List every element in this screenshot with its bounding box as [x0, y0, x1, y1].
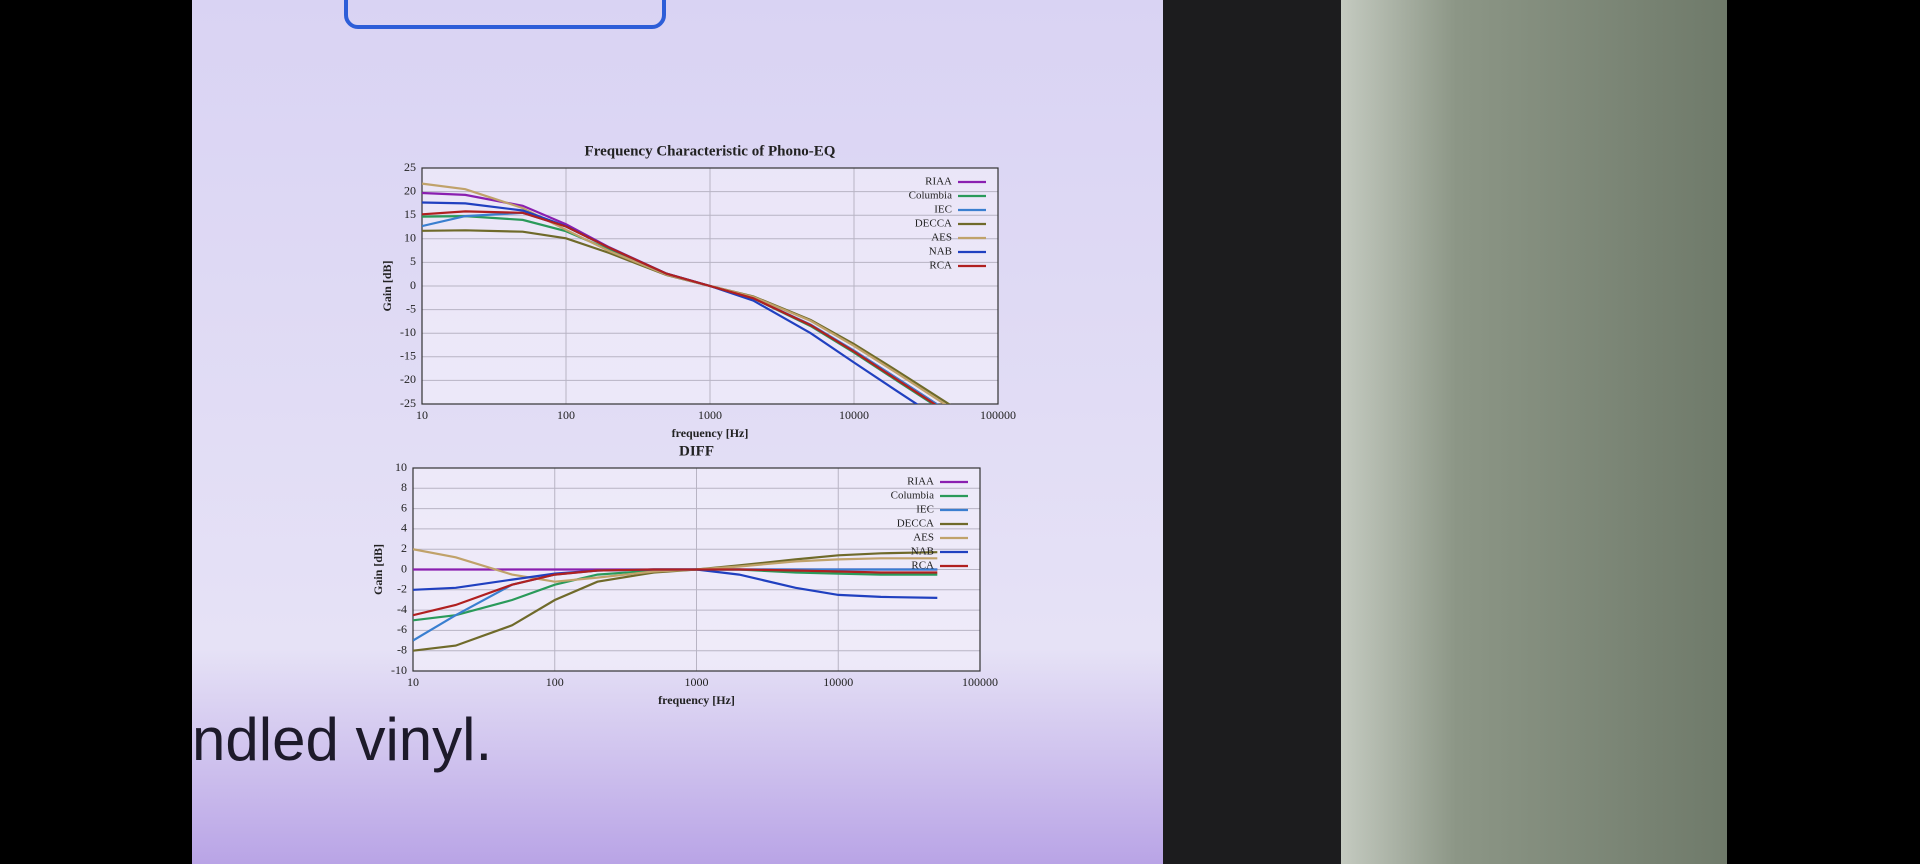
legend-label: NAB: [929, 246, 952, 258]
legend-label: NAB: [911, 546, 934, 558]
legend-label: Columbia: [891, 490, 935, 502]
y-tick-label: -25: [400, 396, 416, 410]
bezel: [1163, 0, 1341, 864]
y-tick-label: -5: [406, 301, 416, 315]
y-tick-label: 0: [401, 561, 407, 575]
chart-title: Frequency Characteristic of Phono-EQ: [585, 143, 836, 159]
legend-label: DECCA: [915, 218, 952, 230]
y-tick-label: -10: [400, 325, 416, 339]
x-axis-label: frequency [Hz]: [658, 693, 735, 707]
y-tick-label: -20: [400, 372, 416, 386]
series-line: [413, 568, 938, 617]
caption: ndled vinyl.: [192, 706, 492, 773]
legend-label: Columbia: [909, 190, 953, 202]
x-tick-label: 100: [557, 408, 575, 422]
y-tick-label: 10: [395, 460, 407, 474]
y-tick-label: -10: [391, 663, 407, 677]
x-tick-label: 10000: [823, 675, 853, 689]
legend-label: DECCA: [897, 518, 934, 530]
legend-label: RIAA: [925, 176, 952, 188]
x-tick-label: 1000: [685, 675, 709, 689]
y-tick-label: -15: [400, 349, 416, 363]
y-tick-label: 25: [404, 160, 416, 174]
series-line: [422, 210, 937, 404]
legend-label: AES: [931, 232, 952, 244]
y-tick-label: 2: [401, 541, 407, 555]
y-tick-label: 10: [404, 231, 416, 245]
y-axis-label: Gain [dB]: [380, 260, 394, 311]
legend-label: RCA: [929, 260, 952, 272]
legend-label: IEC: [916, 504, 934, 516]
y-axis-label: Gain [dB]: [371, 544, 385, 595]
legend-label: RIAA: [907, 476, 934, 488]
x-axis-label: frequency [Hz]: [672, 426, 749, 440]
y-tick-label: -6: [397, 622, 407, 636]
slide-box: [344, 0, 666, 29]
wall: [1341, 0, 1727, 864]
chart-title: DIFF: [679, 443, 714, 459]
x-tick-label: 100000: [980, 408, 1016, 422]
x-tick-label: 10: [416, 408, 428, 422]
y-tick-label: -2: [397, 582, 407, 596]
x-tick-label: 100: [546, 675, 564, 689]
y-tick-label: 4: [401, 521, 407, 535]
x-tick-label: 100000: [962, 675, 998, 689]
legend-label: RCA: [911, 560, 934, 572]
chart: Frequency Characteristic of Phono-EQ -25 -…: [380, 143, 1016, 439]
screen: [192, 0, 1163, 864]
y-tick-label: 6: [401, 500, 407, 514]
x-tick-label: 10: [407, 675, 419, 689]
y-tick-label: 15: [404, 207, 416, 221]
y-tick-label: 5: [410, 254, 416, 268]
y-tick-label: -8: [397, 642, 407, 656]
y-tick-label: -4: [397, 602, 407, 616]
y-tick-label: 20: [404, 183, 416, 197]
plot-frame: [421, 167, 999, 405]
y-tick-label: 8: [401, 480, 407, 494]
y-tick-label: 0: [410, 278, 416, 292]
legend-label: IEC: [934, 204, 952, 216]
x-tick-label: 1000: [698, 408, 722, 422]
legend-label: AES: [913, 532, 934, 544]
chart: DIFF -10 -8 -6 -4 -2 0 2 4 6 8 10 10 100 1000 10000 1000…: [371, 443, 998, 706]
x-tick-label: 10000: [839, 408, 869, 422]
